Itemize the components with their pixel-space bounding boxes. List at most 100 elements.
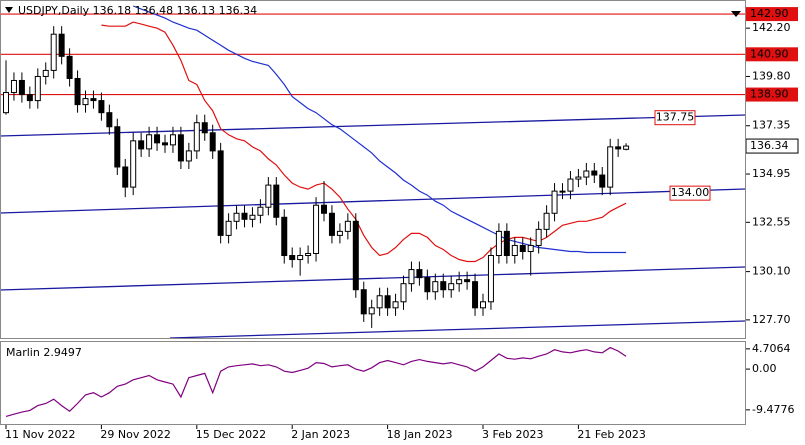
candle-body — [392, 301, 399, 309]
candle-body — [122, 166, 129, 188]
candle-body — [352, 220, 359, 291]
candle-body — [551, 190, 558, 214]
candle-body — [432, 281, 439, 293]
trend-lines — [0, 114, 745, 338]
chart-title: USDJPY,Daily 136.18 136.48 136.13 136.34 — [18, 4, 257, 17]
candle-body — [90, 98, 97, 102]
candle-body — [400, 283, 407, 303]
candle-body — [424, 277, 431, 293]
candle-body — [503, 230, 510, 257]
candle-body — [360, 289, 367, 315]
moving-average — [132, 5, 627, 254]
indicator-pane — [5, 346, 627, 417]
candle-body — [336, 230, 343, 236]
x-tick-label: 15 Dec 2022 — [196, 428, 266, 441]
pane-icon[interactable] — [731, 11, 741, 17]
main-pane: 137.75 134.00 — [0, 5, 745, 328]
x-tick-label: 11 Nov 2022 — [5, 428, 75, 441]
candle-body — [567, 178, 574, 192]
candle-body — [416, 269, 423, 279]
candle-body — [456, 279, 463, 285]
candle-body — [201, 122, 208, 134]
candle-body — [583, 170, 590, 178]
candle-body — [273, 184, 280, 218]
candle-body — [18, 79, 25, 96]
main-frame — [0, 0, 746, 339]
menu-icon[interactable] — [5, 7, 13, 13]
axes: 142.20 139.80 137.35 134.95 132.55 130.10 127.… — [5, 7, 799, 441]
candle-body — [193, 122, 200, 152]
trend-line — [169, 320, 745, 338]
x-tick-label: 29 Nov 2022 — [100, 428, 170, 441]
candle-body — [249, 214, 256, 220]
level-label: 138.90 — [750, 88, 789, 101]
candle-body — [130, 140, 137, 188]
candle-body — [384, 295, 391, 309]
x-tick-label: 2 Jan 2023 — [291, 428, 350, 441]
trend-line — [0, 188, 745, 214]
trend-line — [0, 266, 745, 291]
level-label: 140.90 — [750, 47, 789, 60]
annotation-box — [669, 185, 711, 201]
candle-body — [448, 283, 455, 291]
candle-body — [66, 55, 73, 79]
candle-body — [265, 184, 272, 208]
y-tick-label: 4.7064 — [752, 342, 791, 355]
candle-body — [114, 126, 121, 168]
candle-body — [305, 253, 312, 257]
candle-body — [527, 244, 534, 252]
candle-body — [511, 244, 518, 257]
candle-body — [162, 142, 168, 146]
y-tick-label: 132.55 — [752, 215, 791, 228]
candle-body — [591, 170, 598, 176]
price-label: 136.34 — [750, 139, 789, 152]
candle-body — [154, 134, 161, 144]
y-tick-label: 130.10 — [752, 265, 791, 278]
candle-body — [82, 98, 89, 106]
candle-body — [543, 212, 550, 230]
candle-body — [623, 145, 630, 150]
candle-body — [368, 307, 375, 315]
candle-body — [297, 255, 304, 261]
candle-body — [321, 204, 327, 214]
candle-body — [464, 279, 471, 283]
trend-line — [0, 114, 745, 137]
candle-body — [169, 134, 176, 146]
annotation: 134.00 — [671, 186, 710, 199]
candle-body — [217, 150, 224, 236]
indicator-line — [5, 346, 627, 417]
candle-body — [575, 176, 582, 180]
candle-body — [408, 269, 415, 285]
annotation-box — [654, 110, 696, 126]
candle-body — [599, 174, 606, 188]
candle-body — [607, 146, 614, 188]
candle-body — [281, 216, 288, 257]
candle-body — [615, 146, 622, 150]
candle-body — [289, 255, 296, 261]
candle-body — [328, 212, 335, 236]
x-tick-label: 3 Feb 2023 — [482, 428, 543, 441]
candle-body — [10, 79, 17, 94]
candle-body — [185, 150, 192, 162]
y-tick-label: 0.00 — [752, 362, 777, 375]
candle-body — [313, 204, 320, 254]
candle-body — [487, 255, 494, 303]
candle-body — [58, 33, 65, 57]
candle-body — [146, 134, 153, 150]
candle-body — [50, 33, 57, 71]
y-tick-label: 139.80 — [752, 69, 791, 82]
sub-frame — [0, 341, 746, 425]
candle-body — [233, 212, 240, 222]
y-tick-label: 137.35 — [752, 119, 791, 132]
candle-body — [177, 134, 184, 162]
candle-body — [472, 281, 479, 309]
candle-body — [241, 212, 248, 220]
level-label: 142.90 — [750, 7, 789, 20]
candle-body — [535, 228, 542, 246]
y-tick-label: 127.70 — [752, 313, 791, 326]
candle-body — [495, 230, 502, 257]
level-label-box — [746, 87, 798, 102]
candle-body — [138, 140, 145, 150]
